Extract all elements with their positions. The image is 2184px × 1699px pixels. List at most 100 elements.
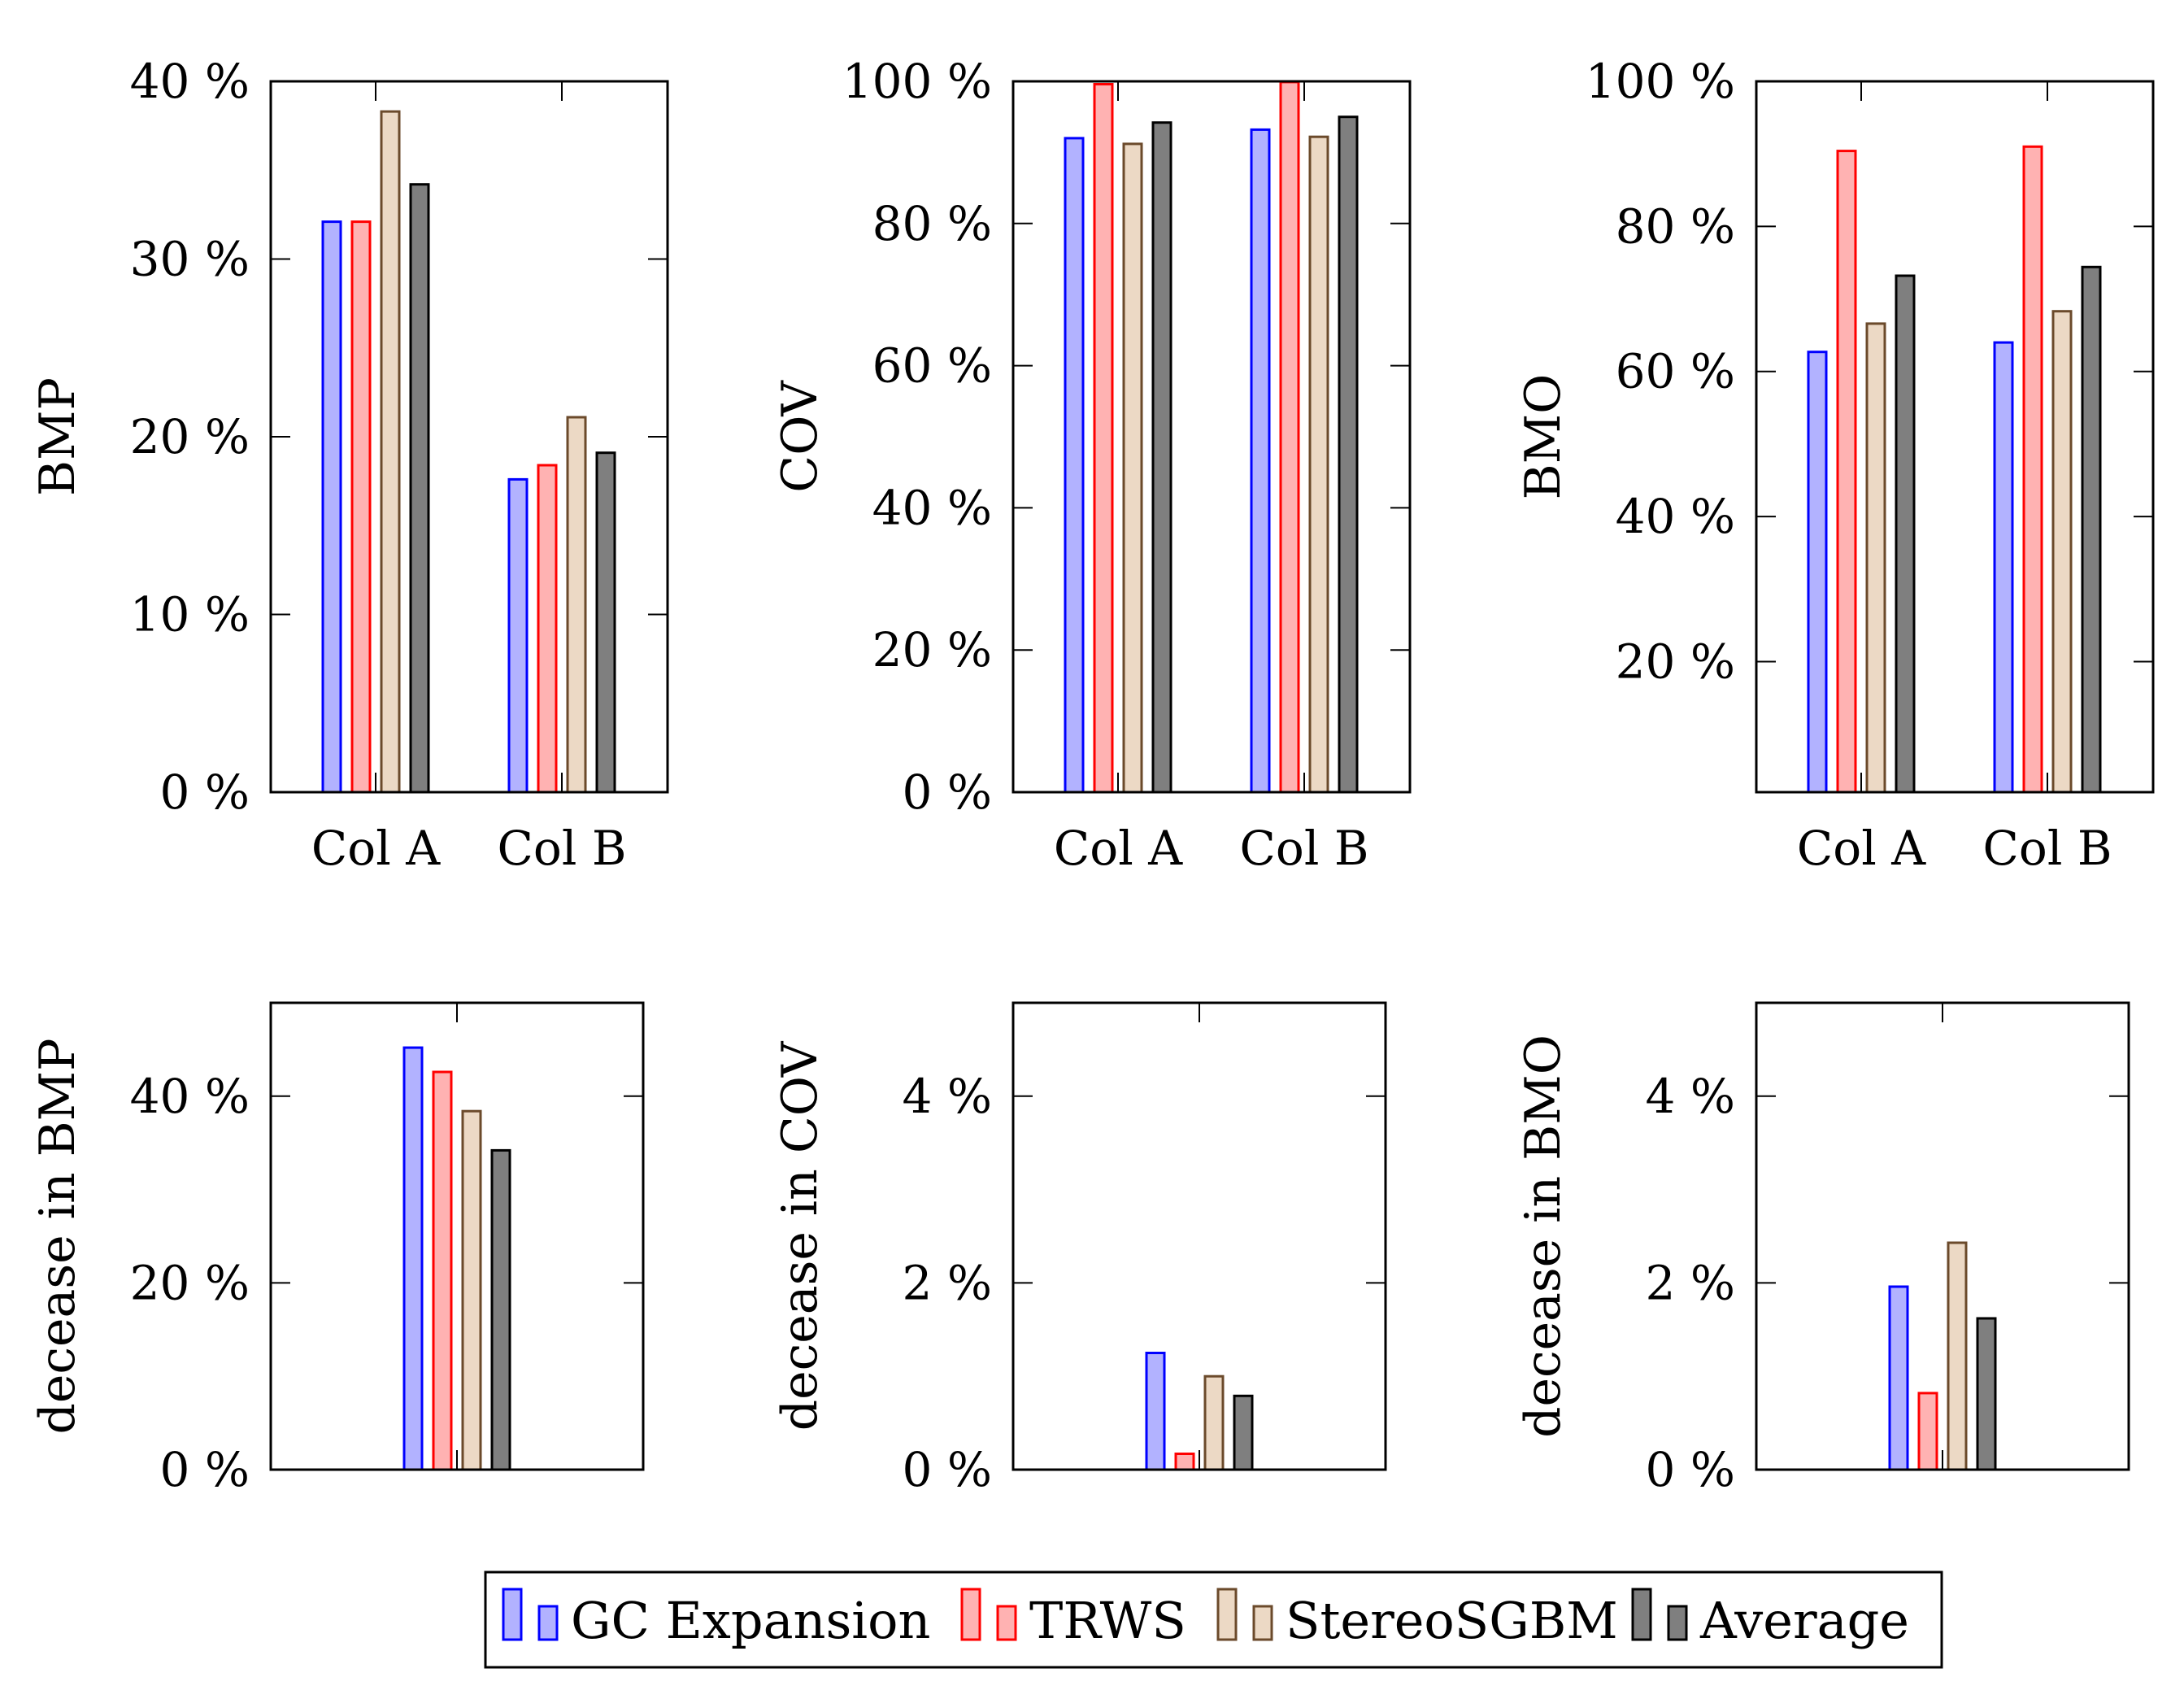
chart-1-xtick-label: Col B [498,821,627,876]
chart-2-frame [1012,80,1412,794]
legend-swatch-small-gc-expansion [537,1605,559,1641]
legend-label-average: Average [1699,1591,1909,1650]
chart-2-bar-stereosgbm-col-a [1122,142,1143,794]
chart-3-bar-gc-expansion-col-b [1993,341,2014,794]
chart-1-bar-trws-col-b [537,464,558,794]
chart-6-bar-average [1976,1317,1997,1471]
chart-2-bar-gc-expansion-col-a [1064,137,1085,794]
chart-1-bar-stereosgbm-col-a [380,110,401,794]
chart-2-bar-average-col-b [1338,115,1359,794]
legend-item-average: Average [1631,1588,1909,1650]
chart-4-bar-average [490,1148,511,1471]
chart-6-frame [1755,1001,2130,1471]
chart-2-ytick-label: 100 % [842,54,992,109]
chart-2-bar-trws-col-a [1093,83,1114,794]
chart-5-ytick-label: 2 % [903,1255,992,1310]
legend-swatch-average [1631,1588,1652,1641]
chart-4-bar-stereosgbm [461,1109,482,1471]
chart-6-bar-gc-expansion [1888,1285,1909,1471]
chart-1-frame [269,80,669,794]
chart-6-ylabel: decease in BMO [1515,1035,1572,1438]
chart-3-bar-stereosgbm-col-a [1865,322,1886,794]
chart-1-xtick-label: Col A [311,821,441,876]
chart-5-ylabel: decease in COV [772,1040,829,1431]
chart-1-ytick-label: 0 % [160,765,250,820]
chart-5: 0 % 2 % 4 % decease in COV [772,1001,1387,1497]
chart-4-ytick-label: 20 % [130,1255,250,1310]
chart-5-bar-average [1233,1394,1254,1471]
chart-3-xtick-label: Col B [1983,821,2112,876]
chart-3-bar-average-col-a [1895,274,1916,794]
chart-1-ytick-label: 20 % [130,409,250,464]
chart-2-ylabel: COV [772,380,829,493]
legend-swatch-gc-expansion [502,1588,523,1641]
chart-4-ytick-label: 40 % [130,1069,250,1124]
chart-2-ytick-label: 0 % [903,765,992,820]
chart-6-ytick-label: 2 % [1646,1255,1735,1310]
chart-5-ytick-label: 0 % [903,1442,992,1497]
chart-3-ytick-label: 80 % [1616,198,1735,254]
chart-1-bar-gc-expansion-col-b [507,477,529,794]
chart-1-bar-trws-col-a [350,220,372,794]
legend-swatch-small-trws [996,1605,1017,1641]
chart-1-bar-average-col-a [409,183,430,794]
chart-3-bar-average-col-b [2081,265,2102,794]
chart-1: 0 % 10 % 20 % 30 % 40 % Col A Col B BMP [29,54,669,876]
chart-3-bar-trws-col-a [1836,150,1857,794]
chart-3-ytick-label: 60 % [1616,344,1735,399]
legend-box [484,1570,1943,1669]
chart-1-ytick-label: 30 % [130,232,250,287]
chart-5-frame [1012,1001,1387,1471]
legend-swatch-small-stereosgbm [1252,1605,1273,1641]
chart-2-xtick-label: Col B [1240,821,1369,876]
chart-4-bar-trws [432,1070,453,1471]
chart-2-ytick-label: 20 % [872,622,992,677]
chart-2: 0 % 20 % 40 % 60 % 80 % 100 % Col A Col B COV [772,54,1412,876]
legend-label-gc-expansion: GC Expansion [571,1591,930,1650]
chart-2-bar-stereosgbm-col-b [1308,135,1329,794]
chart-3: 20 % 40 % 60 % 80 % 100 % Col A Col B BMO [1515,54,2155,876]
chart-6-ytick-label: 4 % [1646,1069,1735,1124]
chart-5-bar-gc-expansion [1145,1352,1166,1471]
chart-6: 0 % 2 % 4 % decease in BMO [1515,1001,2130,1497]
chart-4-bar-gc-expansion [402,1046,424,1471]
chart-3-ytick-label: 20 % [1616,634,1735,689]
chart-2-ytick-label: 60 % [872,338,992,394]
legend-swatch-trws [960,1588,981,1641]
chart-1-ytick-label: 40 % [130,54,250,109]
chart-5-bar-stereosgbm [1203,1374,1225,1471]
chart-2-bar-trws-col-b [1279,81,1300,794]
chart-4-ylabel: decease in BMP [29,1039,86,1435]
chart-3-ytick-label: 100 % [1586,54,1735,109]
legend-label-trws: TRWS [1029,1591,1186,1650]
chart-5-bar-trws [1174,1453,1195,1471]
chart-4-frame [269,1001,645,1471]
chart-5-ytick-label: 4 % [903,1069,992,1124]
chart-1-bar-gc-expansion-col-a [321,220,342,794]
chart-2-bar-gc-expansion-col-b [1250,128,1271,794]
chart-3-xtick-label: Col A [1797,821,1926,876]
chart-3-bar-trws-col-b [2022,145,2043,794]
chart-2-ytick-label: 80 % [872,196,992,251]
chart-1-ytick-label: 10 % [130,587,250,643]
chart-3-frame [1755,80,2155,794]
chart-6-bar-stereosgbm [1947,1241,1968,1471]
legend-item-stereosgbm: StereoSGBM [1216,1588,1618,1650]
chart-3-ytick-label: 40 % [1616,489,1735,544]
chart-1-ylabel: BMP [29,377,86,496]
legend-label-stereosgbm: StereoSGBM [1286,1591,1618,1650]
chart-1-bar-stereosgbm-col-b [566,416,587,794]
legend-item-gc-expansion: GC Expansion [502,1588,930,1650]
legend-item-trws: TRWS [960,1588,1186,1650]
legend: GC Expansion TRWS StereoSGBM Average [484,1570,1943,1669]
chart-6-bar-trws [1917,1392,1938,1471]
chart-2-bar-average-col-a [1151,121,1172,794]
chart-1-bar-average-col-b [595,451,616,794]
chart-4-ytick-label: 0 % [160,1442,250,1497]
chart-3-bar-stereosgbm-col-b [2051,310,2073,794]
chart-2-ytick-label: 40 % [872,480,992,535]
legend-swatch-stereosgbm [1216,1588,1238,1641]
chart-3-bar-gc-expansion-col-a [1807,351,1828,794]
legend-swatch-small-average [1667,1605,1688,1641]
